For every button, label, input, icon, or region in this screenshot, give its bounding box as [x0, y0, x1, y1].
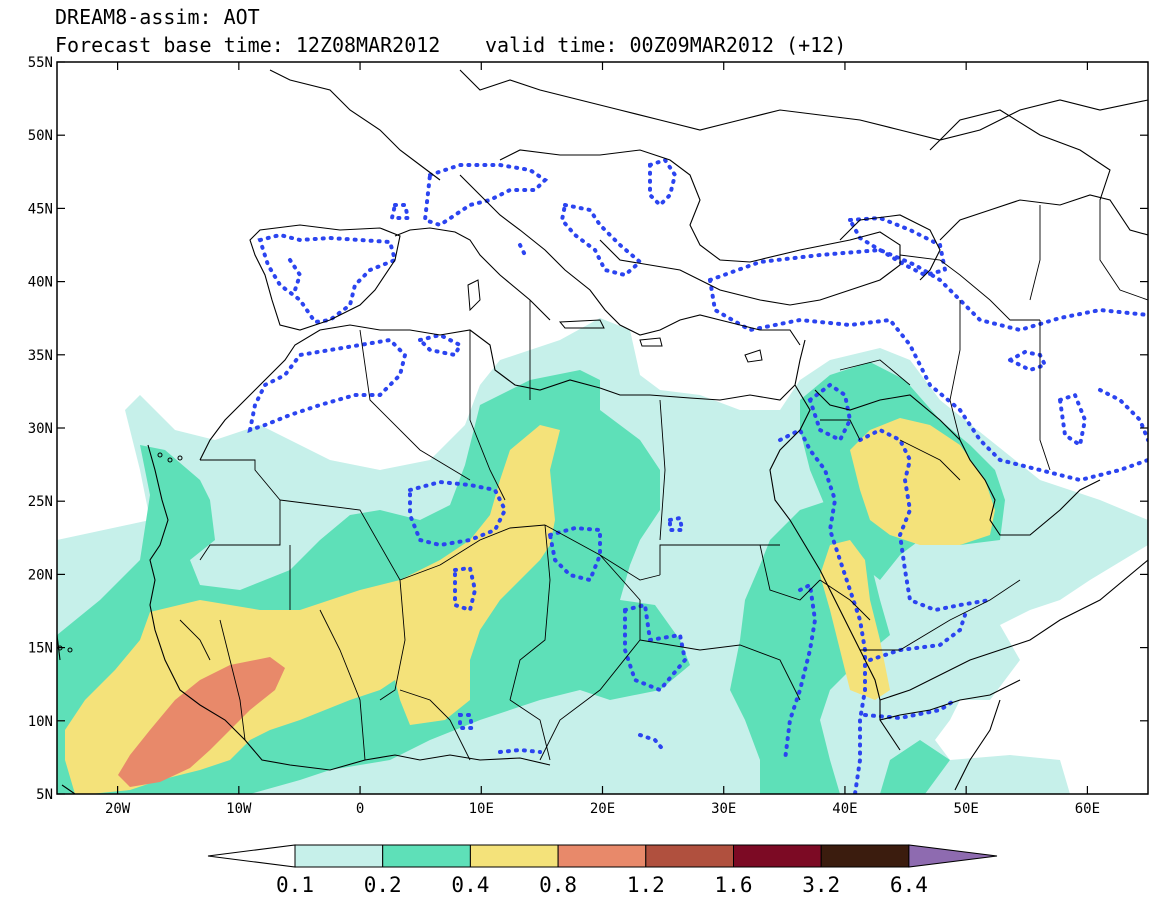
map-field: [57, 69, 1148, 794]
colorbar-label: 0.4: [451, 873, 489, 897]
islands: [57, 279, 763, 653]
colorbar-under-arrow: [207, 844, 296, 868]
lon-tick-label: 50E: [954, 801, 979, 817]
longitude-axis: 20W 10W 0 10E 20E 30E 40E 50E 60E: [105, 62, 1100, 817]
colorbar-bin: [557, 844, 647, 868]
lat-tick-label: 15N: [28, 641, 53, 657]
lat-tick-label: 55N: [28, 55, 53, 71]
lon-tick-label: 20W: [105, 801, 131, 817]
colorbar-label: 0.1: [276, 873, 314, 897]
coastlines: [57, 69, 1148, 794]
lat-tick-label: 25N: [28, 494, 53, 510]
lon-tick-label: 20E: [590, 801, 615, 817]
colorbar-bin: [733, 844, 822, 868]
lat-tick-label: 45N: [28, 201, 53, 217]
colorbar-label: 6.4: [890, 873, 928, 897]
lon-tick-label: 10E: [469, 801, 494, 817]
colorbar-label: 0.8: [539, 873, 577, 897]
colorbar-label: 1.2: [627, 873, 665, 897]
lon-tick-label: 10W: [226, 801, 252, 817]
lat-tick-label: 10N: [28, 714, 53, 730]
lat-tick-label: 20N: [28, 567, 53, 583]
political-borders: [179, 200, 1148, 761]
colorbar-label: 3.2: [802, 873, 840, 897]
colorbar-label: 1.6: [715, 873, 753, 897]
colorbar-bin: [469, 844, 559, 868]
lat-tick-label: 50N: [28, 128, 53, 144]
lat-tick-label: 30N: [28, 421, 53, 437]
latitude-axis: 55N 50N 45N 40N 35N 30N 25N 20N 15N 10N 5N: [28, 55, 1148, 803]
colorbar-bin: [382, 844, 471, 868]
colorbar-bin: [820, 844, 910, 868]
valid-time-label: valid time: 00Z09MAR2012 (+12): [485, 33, 847, 57]
lat-tick-label: 40N: [28, 275, 53, 291]
base-time-label: Forecast base time: 12Z08MAR2012: [55, 33, 441, 57]
lon-tick-label: 0: [356, 801, 364, 817]
lon-tick-label: 40E: [832, 801, 857, 817]
lat-tick-label: 5N: [36, 787, 53, 803]
colorbar-label: 0.2: [364, 873, 402, 897]
lon-tick-label: 30E: [711, 801, 736, 817]
colorbar-bin: [294, 844, 384, 868]
colorbar-over-arrow: [908, 844, 998, 868]
aot-shading-0.8: [118, 657, 285, 787]
chart-subtitle: Forecast base time: 12Z08MAR2012 valid ti…: [55, 33, 846, 57]
dust-contours: [247, 157, 1148, 794]
lon-tick-label: 60E: [1075, 801, 1100, 817]
chart-title: DREAM8-assim: AOT: [55, 5, 260, 29]
colorbar-bin: [645, 844, 734, 868]
lat-tick-label: 35N: [28, 348, 53, 364]
